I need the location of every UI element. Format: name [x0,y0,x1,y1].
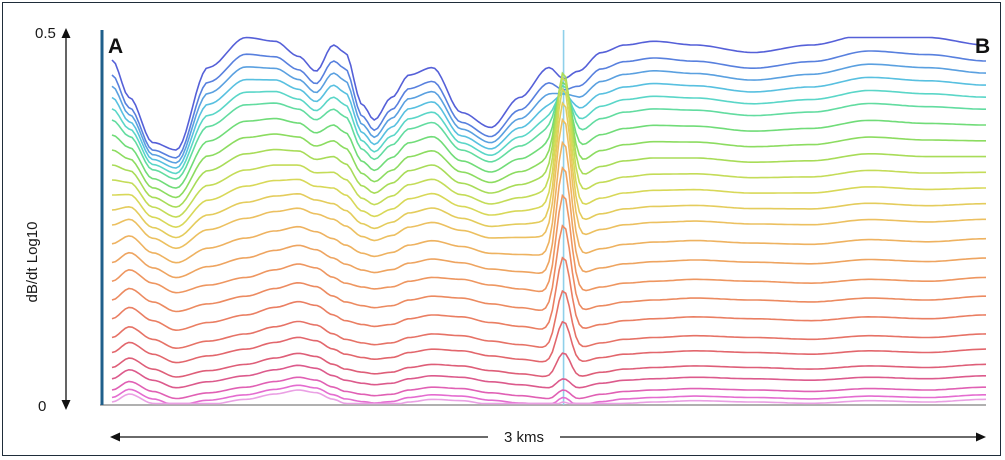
decay-channel-curve-4 [111,76,986,169]
decay-channel-curve-16 [111,193,987,294]
x-axis-arrow-right [976,432,986,442]
decay-channel-curve-5 [111,89,987,175]
decay-channel-curve-22 [111,364,986,389]
decay-channel-curve-10 [111,75,986,218]
decay-channel-curve-23 [111,376,986,400]
decay-channel-curves [111,36,987,405]
decay-channel-curve-14 [111,140,987,264]
decay-channel-curve-21 [111,352,987,378]
profile-end-label: B [975,35,990,58]
decay-channel-curve-3 [111,63,987,164]
profile-start-label: A [108,35,123,58]
x-axis-label: 3 kms [504,429,544,446]
decay-channel-curve-9 [111,71,986,208]
decay-channel-curve-11 [112,86,986,229]
y-tick-bottom: 0 [38,398,46,415]
decay-channel-curve-20 [111,320,987,364]
y-axis-arrow-down [61,400,71,410]
y-axis-label: dB/dt Log10 [24,222,41,303]
decay-channel-curve-25 [111,389,987,405]
decay-channel-curve-7 [111,81,986,189]
y-axis-arrow-up [61,28,71,38]
y-tick-top: 0.5 [35,25,56,42]
x-axis-arrow-left [110,432,120,442]
decay-channel-curve-1 [111,36,987,151]
decay-channel-curve-6 [111,84,986,180]
decay-channel-curve-13 [111,117,986,250]
decay-channel-curve-8 [111,76,986,199]
decay-channel-curve-12 [111,101,986,239]
decay-channel-curve-18 [111,256,987,332]
decay-channel-curve-17 [111,224,986,313]
decay-channel-curve-15 [111,166,986,279]
decay-channel-curve-2 [111,50,987,159]
decay-channel-curve-19 [111,289,987,350]
